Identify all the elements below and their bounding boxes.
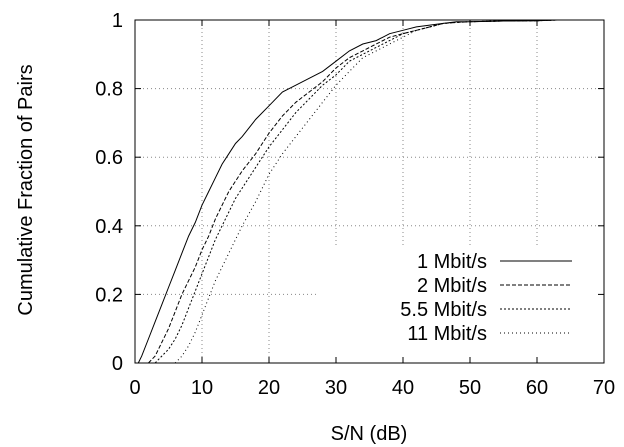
- x-axis-title: S/N (dB): [331, 423, 408, 445]
- series-layer: [137, 19, 558, 364]
- x-tick-label: 10: [191, 377, 213, 399]
- y-tick-label: 0.6: [95, 147, 123, 169]
- plot-frame: [134, 19, 605, 364]
- x-tick-label: 40: [392, 377, 414, 399]
- x-tick-label: 70: [593, 377, 615, 399]
- y-tick-label: 0.2: [95, 284, 123, 306]
- x-tick-label: 50: [459, 377, 481, 399]
- x-tick-label: 30: [325, 377, 347, 399]
- y-tick-label: 0.8: [95, 79, 123, 101]
- series-line-1: [137, 19, 558, 364]
- axes-layer: 0 10 20 30 40 50 60 70 0 0.2 0.4 0.6 0.8 1: [95, 10, 615, 399]
- x-tick-label: 20: [258, 377, 280, 399]
- legend-label-2: 2 Mbit/s: [417, 275, 487, 297]
- legend-label-3: 5.5 Mbit/s: [400, 299, 487, 321]
- y-tick-label: 1: [112, 10, 123, 32]
- series-line-3: [154, 19, 558, 364]
- legend: 1 Mbit/s2 Mbit/s5.5 Mbit/s11 Mbit/s: [400, 251, 572, 345]
- y-tick-label: 0: [112, 353, 123, 375]
- series-line-4: [174, 19, 558, 364]
- grid-layer: [135, 20, 604, 363]
- x-tick-label: 0: [129, 377, 140, 399]
- y-tick-label: 0.4: [95, 216, 123, 238]
- series-line-2: [148, 19, 558, 364]
- x-tick-label: 60: [526, 377, 548, 399]
- y-axis-title: Cumulative Fraction of Pairs: [15, 64, 37, 315]
- legend-label-1: 1 Mbit/s: [417, 251, 487, 273]
- legend-label-4: 11 Mbit/s: [407, 323, 487, 345]
